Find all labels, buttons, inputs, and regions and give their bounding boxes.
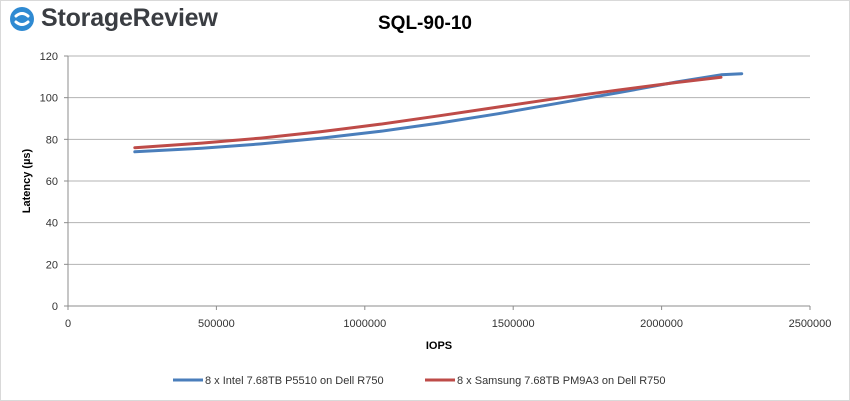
chart-title: SQL-90-10 [378,13,472,34]
logo-text: StorageReview [41,4,218,32]
y-axis-title: Latency (µs) [21,148,33,213]
series-lines [133,72,744,154]
x-axis-title: IOPS [426,340,452,352]
legend-label-1: 8 x Intel 7.68TB P5510 on Dell R750 [205,375,384,387]
x-tick-label-500000: 500000 [198,318,235,330]
tick-labels: 0 20 40 60 80 100 120 0 500000 1000000 1500000 2000… [40,51,832,330]
y-tick-label-80: 80 [46,134,58,146]
x-tick-label-1500000: 1500000 [492,318,535,330]
y-tick-label-40: 40 [46,218,58,230]
x-tick-label-2000000: 2000000 [640,318,683,330]
y-tick-label-120: 120 [40,51,58,63]
x-tick-label-2500000: 2500000 [789,318,832,330]
x-tick-label-0: 0 [65,318,71,330]
grid-lines [68,55,810,265]
storagereview-logo-icon [10,6,34,31]
series-line-2 [133,75,723,150]
y-tick-label-60: 60 [46,176,58,188]
legend-label-2: 8 x Samsung 7.68TB PM9A3 on Dell R750 [457,375,666,387]
y-tick-label-0: 0 [52,301,58,313]
y-tick-label-100: 100 [40,93,58,105]
axes [64,55,811,310]
x-tick-label-1000000: 1000000 [343,318,386,330]
y-tick-label-20: 20 [46,259,58,271]
legend: 8 x Intel 7.68TB P5510 on Dell R750 8 x S… [173,375,666,387]
storagereview-logo: StorageReview [8,4,218,33]
